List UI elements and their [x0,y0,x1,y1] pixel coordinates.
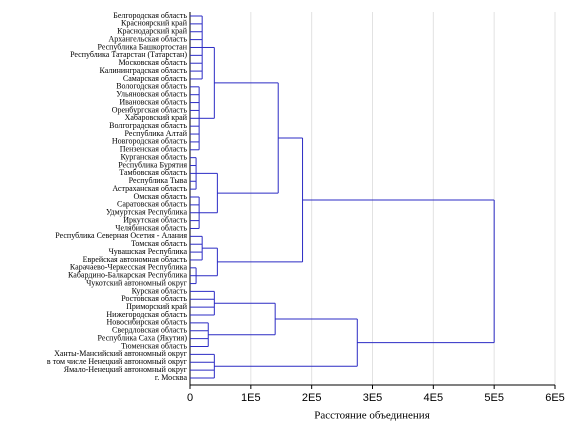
leaf-label: Хабаровский край [125,113,188,122]
x-tick-label: 4E5 [424,392,444,404]
leaf-label: Тюменская область [121,341,187,350]
leaf-label: Курганская область [120,152,187,161]
leaf-label: Оренбургская область [112,105,188,114]
x-tick-label: 6E5 [545,392,565,404]
leaf-label: Кабардино-Балкарская Республика [68,271,187,280]
x-tick-label: 0 [187,392,193,404]
leaf-label: Московская область [118,58,187,67]
leaf-label: Чукотский автономный округ [86,278,188,287]
leaf-label: Республика Северная Осетия - Алания [55,231,187,240]
x-tick-label: 2E5 [302,392,322,404]
leaf-label: г. Москва [155,373,188,382]
x-tick-label: 1E5 [241,392,261,404]
leaf-label: Ямало-Ненецкий автономный округ [64,365,188,374]
leaf-label: Волгоградская область [109,121,187,130]
leaf-label: Вологодская область [116,82,187,91]
x-axis-title: Расстояние объединения [314,410,430,422]
leaf-label: Республика Тыва [129,176,188,185]
leaf-label: Челябинская область [115,223,187,232]
leaf-label: Ростовская область [121,294,187,303]
leaf-label: Омская область [134,192,188,201]
leaf-label: Удмуртская Республика [106,208,187,217]
leaf-label: Краснодарский край [117,27,188,36]
leaf-label: Тамбовская область [119,168,187,177]
leaf-label: Приморский край [126,302,188,311]
leaf-label: Новосибирская область [106,318,187,327]
leaf-label: Республика Татарстан (Татарстан) [70,50,187,59]
leaf-label: Иркутская область [123,215,187,224]
leaf-label: Астраханская область [112,184,187,193]
leaf-label: Ивановская область [119,97,187,106]
leaf-label: Архангельская область [108,34,187,43]
leaf-label: Курская область [132,286,188,295]
leaf-label: Свердловская область [112,326,187,335]
x-tick-label: 3E5 [363,392,383,404]
leaf-label: Республика Алтай [125,129,188,138]
leaf-label: Республика Башкортостан [97,42,187,51]
leaf-label: Ханты-Мансийский автономный округ [54,349,188,358]
leaf-label: Томская область [131,239,187,248]
leaf-label: Саратовская область [117,200,187,209]
leaf-label: Ульяновская область [116,90,187,99]
leaf-label: Пензенская область [120,145,188,154]
leaf-label: Чувашская Республика [109,247,188,256]
leaf-label: Еврейская автономная область [83,255,188,264]
x-tick-label: 5E5 [484,392,504,404]
leaf-label: Республика Саха (Якутия) [97,333,187,342]
leaf-label: Самарская область [123,74,187,83]
leaf-label: Белгородская область [113,11,187,20]
leaf-label: Нижегородская область [106,310,187,319]
leaf-label: Республика Бурятия [118,160,187,169]
leaf-label: в том числе Ненецкий автономный округ [47,357,188,366]
leaf-label: Красноярский край [121,19,188,28]
leaf-label: Новгородская область [112,137,187,146]
leaf-label: Карачаево-Черкесская Республика [70,263,188,272]
leaf-label: Калининградская область [99,66,187,75]
